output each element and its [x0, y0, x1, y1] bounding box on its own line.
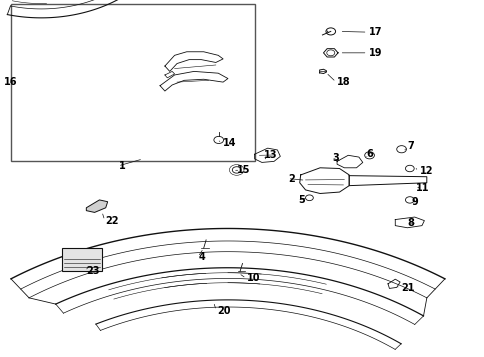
Bar: [11, 4, 254, 161]
Text: 5: 5: [298, 195, 304, 205]
Text: 18: 18: [336, 77, 350, 87]
Text: 19: 19: [368, 48, 381, 58]
Text: 4: 4: [198, 252, 205, 262]
Text: 16: 16: [4, 77, 17, 87]
Text: 20: 20: [217, 306, 230, 316]
Bar: [62, 248, 102, 271]
Text: 14: 14: [223, 138, 236, 148]
Text: 1: 1: [119, 161, 125, 171]
Text: 22: 22: [106, 216, 119, 226]
Text: 3: 3: [332, 153, 338, 163]
Text: 6: 6: [365, 149, 372, 159]
Text: 21: 21: [401, 283, 414, 293]
Text: 8: 8: [407, 218, 413, 228]
Text: 10: 10: [247, 273, 260, 283]
Text: 15: 15: [236, 165, 250, 175]
Text: 11: 11: [415, 183, 429, 193]
Text: 23: 23: [86, 266, 100, 276]
Text: 12: 12: [419, 166, 432, 176]
Text: 7: 7: [407, 141, 413, 151]
Text: 9: 9: [410, 197, 417, 207]
Text: 13: 13: [264, 150, 277, 160]
Text: 17: 17: [368, 27, 381, 37]
Polygon shape: [86, 200, 107, 212]
Text: 2: 2: [288, 174, 295, 183]
